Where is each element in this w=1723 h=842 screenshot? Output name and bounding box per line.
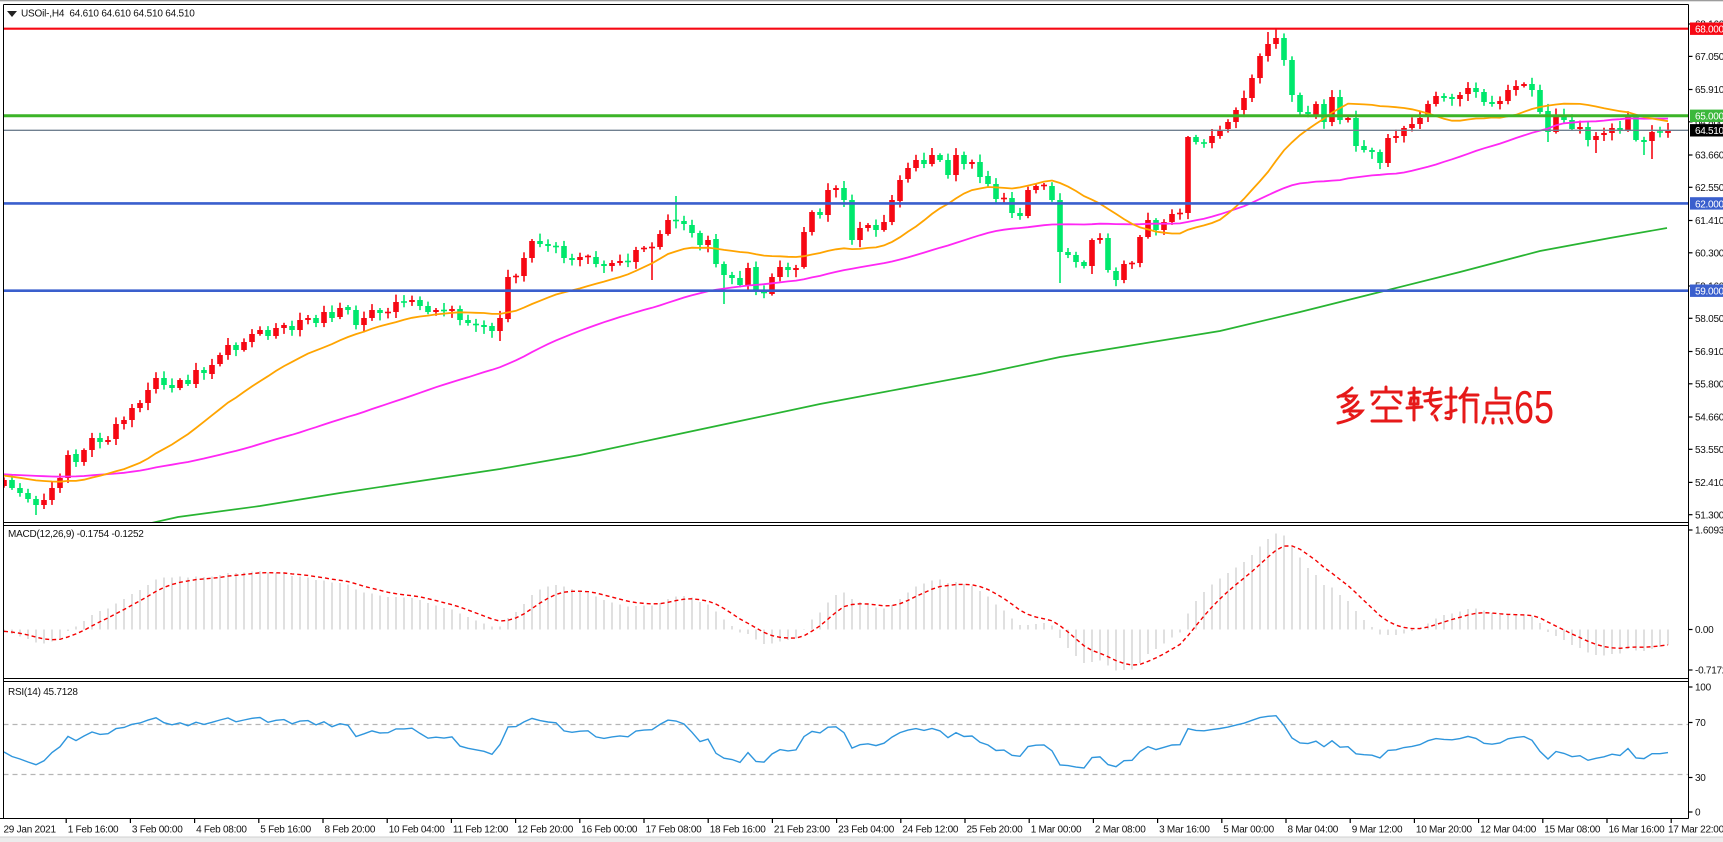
svg-text:USOil-,H4 64.610 64.610 64.51: USOil-,H4 64.610 64.610 64.510 64.510 [21,9,195,20]
svg-text:15 Mar 08:00: 15 Mar 08:00 [1544,825,1601,836]
svg-text:68.000: 68.000 [1695,25,1723,36]
svg-text:23 Feb 04:00: 23 Feb 04:00 [838,825,895,836]
svg-text:2 Mar 08:00: 2 Mar 08:00 [1095,825,1146,836]
svg-text:MACD(12,26,9) -0.1754 -0.1252: MACD(12,26,9) -0.1754 -0.1252 [8,529,144,540]
svg-text:100: 100 [1695,683,1712,694]
svg-text:60.300: 60.300 [1695,249,1723,260]
svg-text:25 Feb 20:00: 25 Feb 20:00 [967,825,1024,836]
svg-text:17 Mar 22:00: 17 Mar 22:00 [1668,825,1723,836]
svg-text:16 Feb 00:00: 16 Feb 00:00 [581,825,638,836]
svg-text:11 Feb 12:00: 11 Feb 12:00 [453,825,509,836]
svg-text:58.050: 58.050 [1695,314,1723,325]
svg-text:8 Feb 20:00: 8 Feb 20:00 [325,825,376,836]
svg-text:12 Mar 04:00: 12 Mar 04:00 [1480,825,1537,836]
svg-text:62.550: 62.550 [1695,183,1723,194]
svg-text:55.800: 55.800 [1695,380,1723,391]
svg-text:4 Feb 08:00: 4 Feb 08:00 [196,825,247,836]
svg-text:59.000: 59.000 [1695,287,1723,298]
svg-text:62.000: 62.000 [1695,199,1723,210]
svg-text:65.000: 65.000 [1695,112,1723,123]
svg-text:51.300: 51.300 [1695,510,1723,521]
svg-text:18 Feb 16:00: 18 Feb 16:00 [710,825,767,836]
svg-text:1.6093: 1.6093 [1695,526,1723,537]
svg-text:3 Feb 00:00: 3 Feb 00:00 [132,825,183,836]
svg-text:67.050: 67.050 [1695,52,1723,63]
svg-text:52.410: 52.410 [1695,478,1723,489]
svg-text:1 Mar 00:00: 1 Mar 00:00 [1031,825,1082,836]
svg-text:17 Feb 08:00: 17 Feb 08:00 [646,825,703,836]
svg-text:61.410: 61.410 [1695,216,1723,227]
svg-text:30: 30 [1695,773,1706,784]
svg-text:64.510: 64.510 [1695,126,1723,137]
svg-text:10 Feb 04:00: 10 Feb 04:00 [389,825,446,836]
svg-text:29 Jan 2021: 29 Jan 2021 [4,825,57,836]
svg-text:5 Feb 16:00: 5 Feb 16:00 [260,825,311,836]
svg-text:21 Feb 23:00: 21 Feb 23:00 [774,825,831,836]
svg-text:24 Feb 12:00: 24 Feb 12:00 [902,825,959,836]
svg-text:16 Mar 16:00: 16 Mar 16:00 [1609,825,1666,836]
svg-text:3 Mar 16:00: 3 Mar 16:00 [1159,825,1210,836]
svg-text:8 Mar 04:00: 8 Mar 04:00 [1288,825,1339,836]
svg-text:56.910: 56.910 [1695,347,1723,358]
svg-text:65: 65 [1514,381,1554,433]
svg-text:63.660: 63.660 [1695,151,1723,162]
svg-text:54.660: 54.660 [1695,413,1723,424]
svg-text:5 Mar 00:00: 5 Mar 00:00 [1223,825,1274,836]
svg-text:RSI(14) 45.7128: RSI(14) 45.7128 [8,687,78,698]
svg-text:1 Feb 16:00: 1 Feb 16:00 [68,825,119,836]
svg-text:0.00: 0.00 [1695,625,1714,636]
svg-text:64.800: 64.800 [1695,118,1723,129]
svg-text:-0.7172: -0.7172 [1695,666,1723,677]
svg-text:10 Mar 20:00: 10 Mar 20:00 [1416,825,1473,836]
svg-text:65.910: 65.910 [1695,85,1723,96]
svg-text:12 Feb 20:00: 12 Feb 20:00 [517,825,574,836]
svg-text:70: 70 [1695,718,1706,729]
svg-text:9 Mar 12:00: 9 Mar 12:00 [1352,825,1403,836]
svg-text:53.550: 53.550 [1695,445,1723,456]
svg-text:0: 0 [1695,808,1701,819]
